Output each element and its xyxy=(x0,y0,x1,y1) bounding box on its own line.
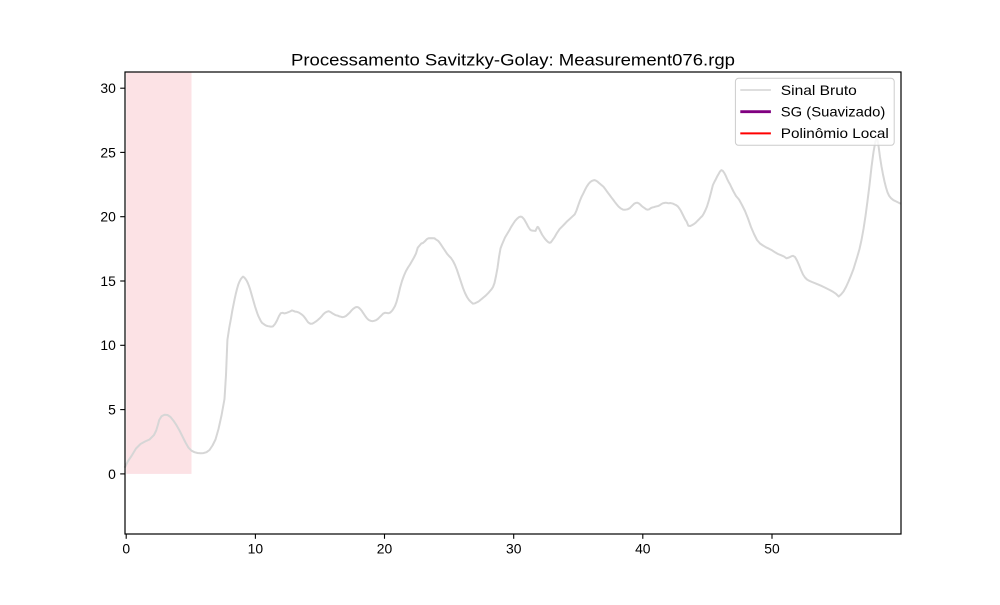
svg-text:10: 10 xyxy=(100,337,116,353)
svg-text:20: 20 xyxy=(377,541,393,557)
svg-text:5: 5 xyxy=(108,402,116,418)
svg-text:25: 25 xyxy=(100,144,116,160)
svg-text:50: 50 xyxy=(764,541,780,557)
svg-text:10: 10 xyxy=(248,541,264,557)
svg-text:30: 30 xyxy=(100,80,116,96)
svg-text:Polinômio Local: Polinômio Local xyxy=(781,125,889,141)
svg-text:40: 40 xyxy=(635,541,651,557)
svg-text:30: 30 xyxy=(506,541,522,557)
svg-text:Sinal Bruto: Sinal Bruto xyxy=(781,82,857,98)
svg-text:15: 15 xyxy=(100,273,116,289)
svg-text:SG (Suavizado): SG (Suavizado) xyxy=(781,104,886,120)
svg-text:20: 20 xyxy=(100,209,116,225)
svg-text:0: 0 xyxy=(122,541,130,557)
svg-text:Processamento Savitzky-Golay:: Processamento Savitzky-Golay: Measuremen… xyxy=(291,51,735,70)
svg-text:0: 0 xyxy=(108,466,116,482)
